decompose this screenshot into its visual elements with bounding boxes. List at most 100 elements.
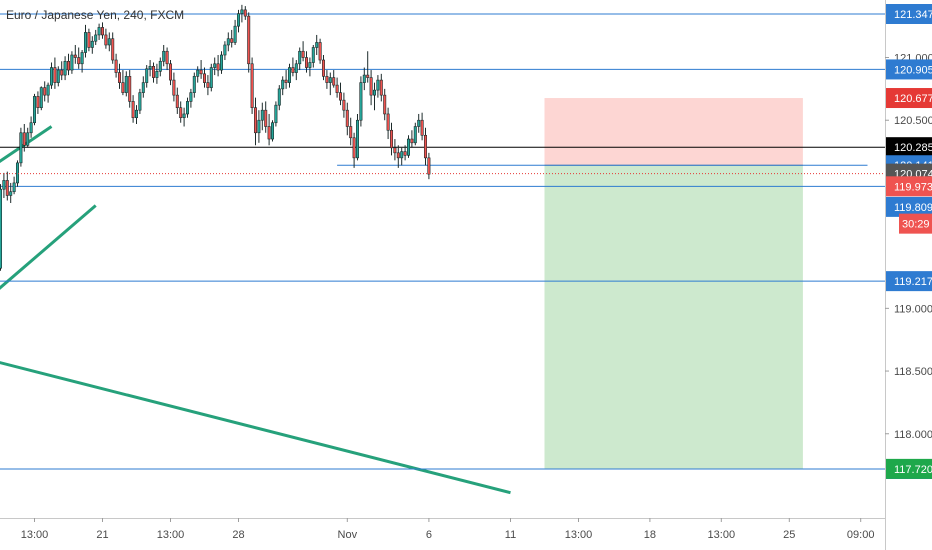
- candle-body: [70, 54, 74, 71]
- candle-body: [152, 65, 156, 78]
- candle-body: [349, 126, 353, 139]
- price-label-text: 120.905: [894, 64, 932, 76]
- candle-body: [145, 68, 149, 83]
- price-tick-label: 120.500: [894, 115, 932, 127]
- price-label-tag[interactable]: [886, 88, 932, 109]
- candle-body: [209, 67, 213, 88]
- candle-body: [226, 38, 230, 46]
- candle-body: [111, 38, 115, 61]
- time-tick-label: 6: [426, 529, 432, 541]
- candle-body: [128, 76, 132, 102]
- time-tick-label: 13:00: [157, 529, 185, 541]
- candle-body: [114, 59, 118, 73]
- take-profit-zone[interactable]: [544, 165, 803, 469]
- price-label-tag[interactable]: [886, 458, 932, 479]
- price-label-text: 121.347: [894, 9, 932, 21]
- candle-body: [400, 151, 404, 159]
- candle-body: [321, 59, 325, 77]
- price-label-tag[interactable]: [886, 196, 932, 217]
- time-tick-label: 25: [783, 529, 795, 541]
- price-label-tag[interactable]: [886, 271, 932, 292]
- candle-body: [196, 69, 200, 77]
- candle-body: [315, 42, 319, 48]
- time-tick-label: 28: [232, 529, 244, 541]
- trendline[interactable]: [0, 204, 97, 294]
- candle-body: [29, 122, 33, 134]
- candle-body: [355, 119, 359, 159]
- candle-body: [250, 63, 254, 108]
- candle-body: [121, 82, 125, 93]
- candle-body: [39, 87, 43, 108]
- candle-body: [19, 132, 23, 164]
- candle-body: [220, 54, 224, 71]
- candle-body: [274, 104, 278, 124]
- time-tick-label: 09:00: [847, 529, 875, 541]
- candle-body: [260, 109, 264, 121]
- candle-body: [9, 191, 13, 196]
- candle-body: [87, 32, 91, 48]
- candle-body: [332, 77, 336, 86]
- candle-body: [359, 82, 363, 121]
- candle-body: [254, 107, 258, 134]
- candle-body: [56, 69, 60, 83]
- candle-body: [417, 119, 421, 127]
- trendline[interactable]: [0, 361, 511, 495]
- price-axis[interactable]: 121.000 120.500 119.000 118.500 118.000 121.3…: [885, 0, 932, 550]
- time-tick-label: 13:00: [21, 529, 49, 541]
- candle-body: [352, 137, 356, 159]
- candle-body: [162, 50, 166, 62]
- price-label-tag[interactable]: [886, 59, 932, 80]
- bar-countdown-tag: [899, 213, 932, 234]
- candle-body: [423, 134, 427, 159]
- price-label-tag[interactable]: [886, 176, 932, 197]
- time-axis[interactable]: 13:00 21 13:00 28 Nov 6 11 13:00 18 13:00 25 09:00: [0, 518, 885, 550]
- time-tick-label: Nov: [338, 529, 358, 541]
- candle-body: [182, 113, 186, 119]
- candle-body: [77, 57, 81, 65]
- trendline[interactable]: [0, 125, 53, 165]
- candle-body: [362, 74, 366, 83]
- candle-body: [43, 87, 47, 96]
- candle-body: [376, 79, 380, 91]
- candle-body: [186, 101, 190, 115]
- price-label-tag[interactable]: [886, 4, 932, 24]
- trendline-group[interactable]: [0, 125, 511, 495]
- candle-body: [325, 76, 329, 83]
- candle-body: [60, 69, 64, 76]
- candle-body: [427, 157, 431, 175]
- candle-body: [304, 57, 308, 68]
- candle-body: [243, 9, 247, 17]
- candle-body: [36, 96, 40, 108]
- candle-body: [73, 54, 77, 58]
- position-tool[interactable]: [544, 98, 803, 469]
- candle-body: [396, 152, 400, 159]
- candle-body: [90, 40, 94, 48]
- price-label-text: 119.973: [894, 181, 932, 193]
- price-label-text: 120.285: [894, 142, 932, 154]
- candle-body: [175, 94, 179, 108]
- candle-body: [294, 63, 298, 73]
- candle-body: [410, 138, 414, 144]
- candle-body: [206, 82, 210, 88]
- candle-body: [281, 79, 285, 90]
- candle-body: [230, 38, 234, 43]
- horizontal-line-group[interactable]: [0, 13, 885, 470]
- stop-loss-zone[interactable]: [544, 98, 803, 166]
- price-tick-label: 118.500: [894, 366, 932, 378]
- candle-body: [403, 151, 407, 156]
- candle-body: [155, 71, 159, 78]
- candle-body: [284, 79, 288, 83]
- candle-body: [101, 27, 105, 36]
- candle-body: [5, 180, 9, 196]
- candle-body: [223, 44, 227, 56]
- price-label-tag[interactable]: [886, 137, 932, 158]
- time-axis-background: [0, 518, 885, 550]
- price-label-text: 120.677: [894, 93, 932, 105]
- candle-body: [135, 109, 139, 119]
- candle-body: [141, 82, 145, 93]
- candle-body: [386, 113, 390, 131]
- candle-body: [179, 107, 183, 119]
- price-label-text: 119.217: [894, 276, 932, 288]
- candle-body: [311, 47, 315, 63]
